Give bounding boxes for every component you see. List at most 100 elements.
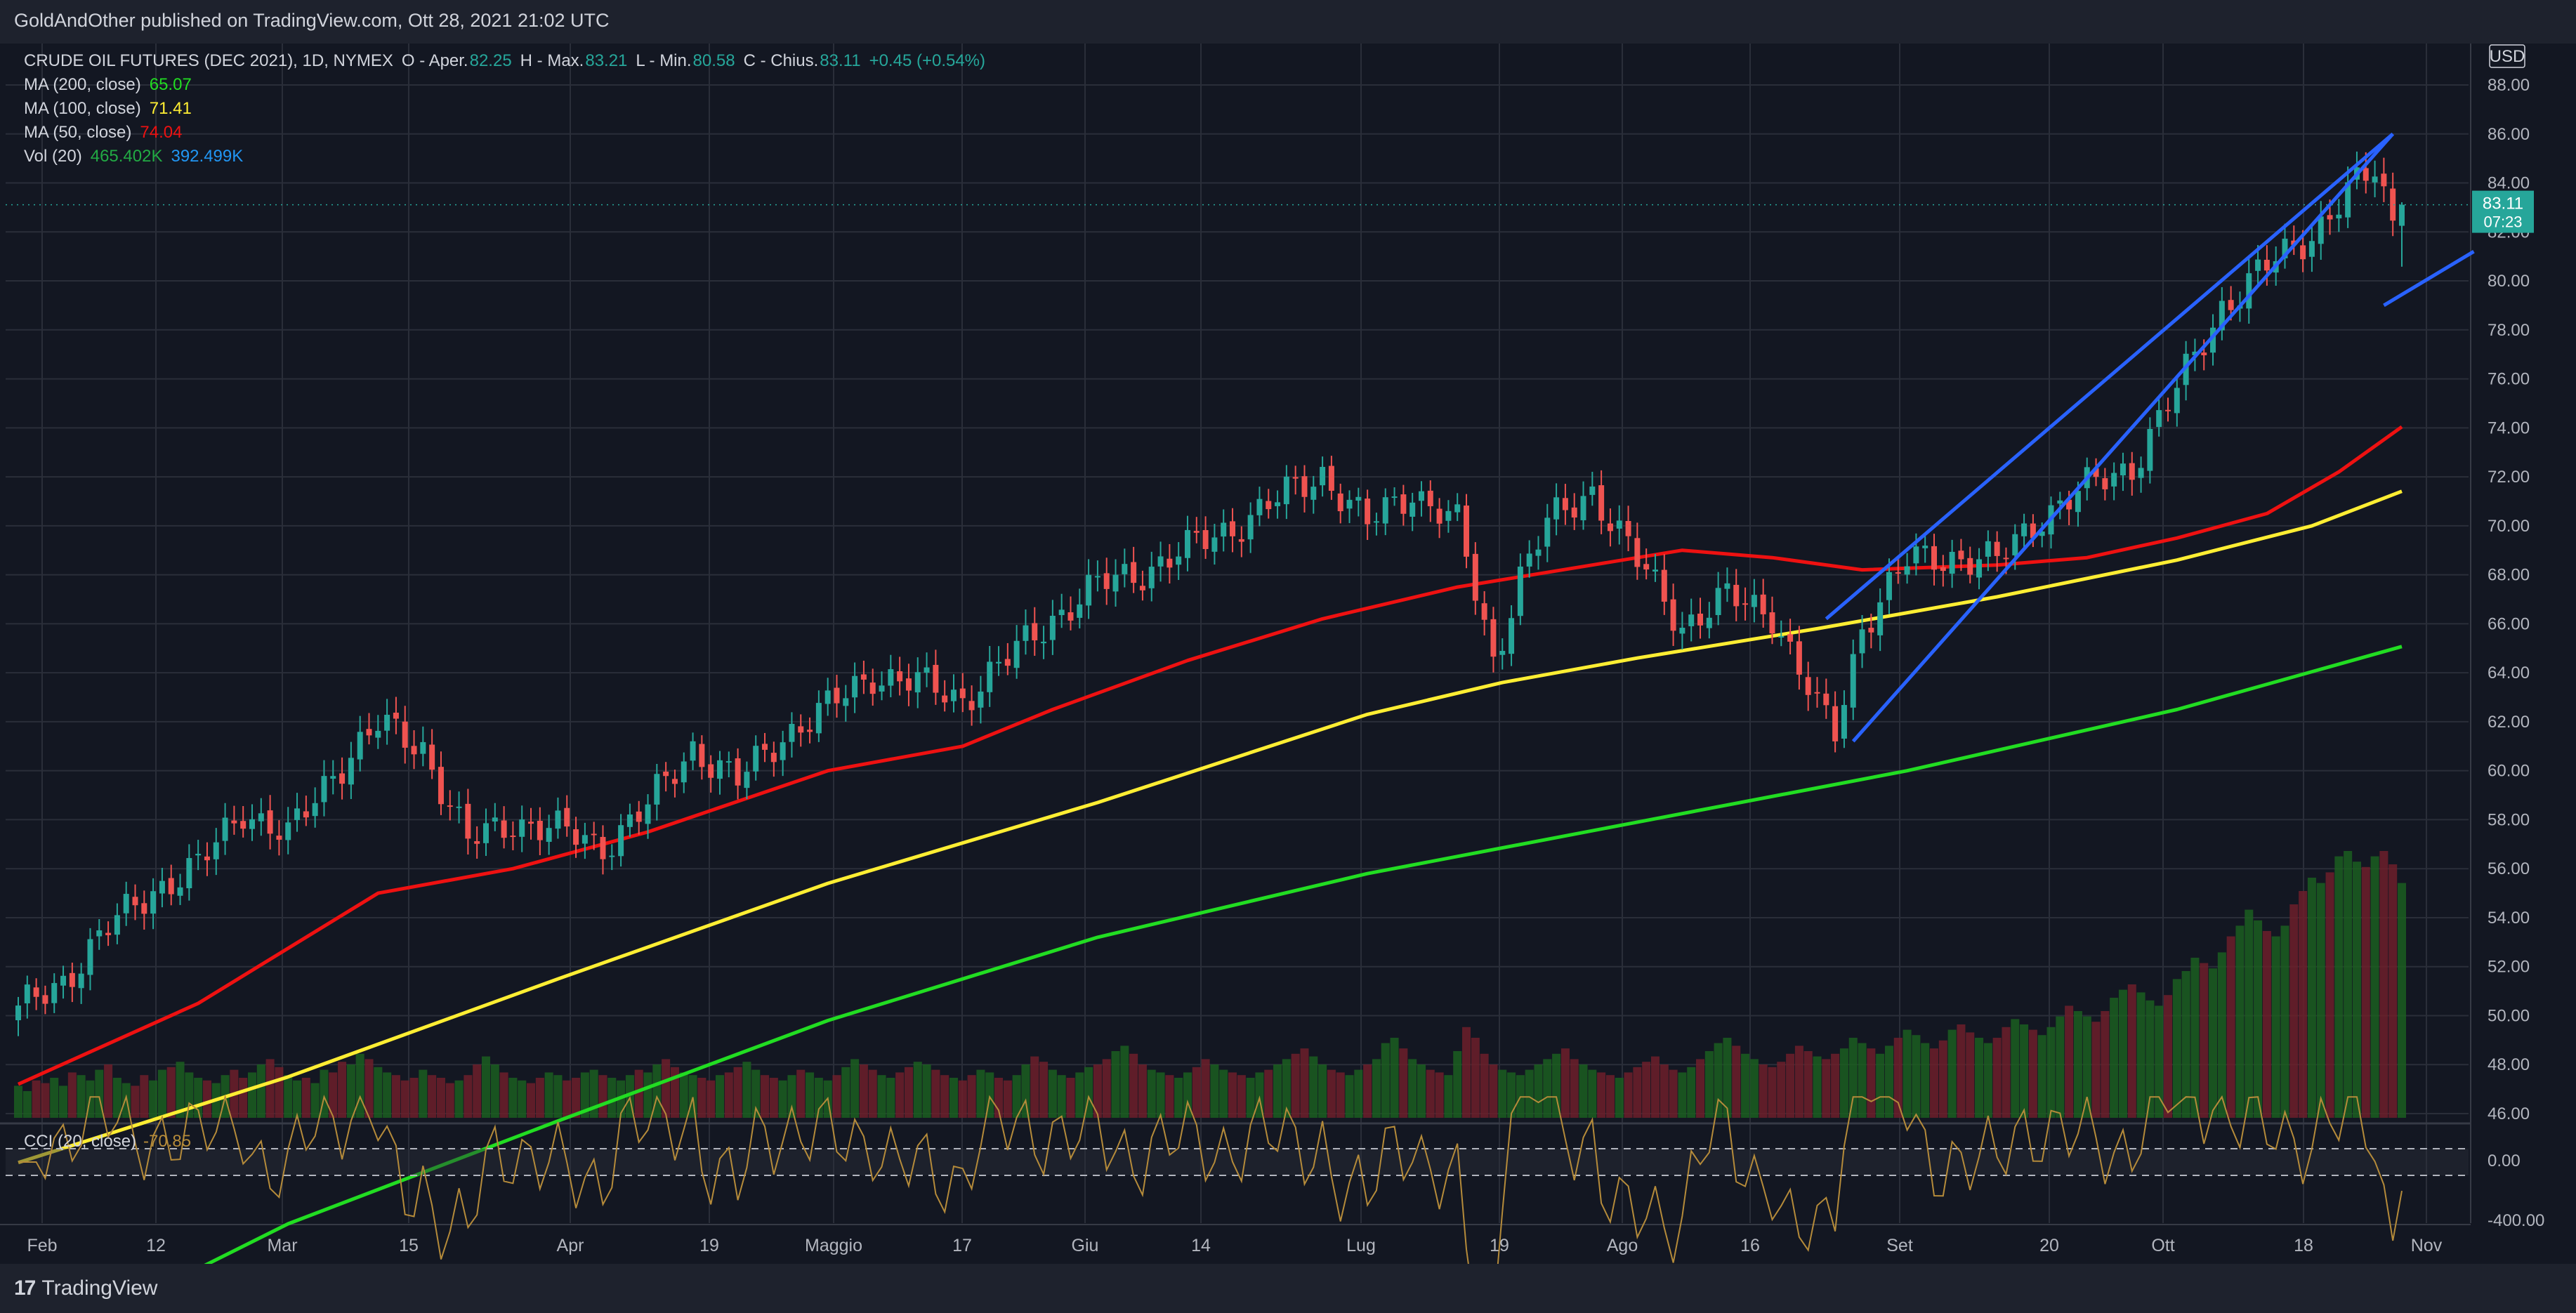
volume-bar [464, 1075, 473, 1118]
candle-body [1832, 706, 1839, 741]
volume-bar [338, 1062, 347, 1118]
vol-value-2: 392.499K [171, 147, 244, 166]
candle-body [375, 730, 381, 738]
x-tick-label: Maggio [805, 1236, 862, 1255]
volume-bar [1219, 1069, 1228, 1118]
y-tick-label: 76.00 [2488, 370, 2530, 389]
candle-body [1859, 629, 1865, 654]
volume-bar [2037, 1035, 2046, 1118]
candle-body [1509, 618, 1515, 654]
volume-bar [247, 1072, 256, 1118]
candle-body [2093, 468, 2099, 477]
volume-bar [1921, 1043, 1930, 1118]
volume-bar [1839, 1048, 1848, 1118]
candle-body [2282, 238, 2288, 258]
tradingview-brand[interactable]: 17 TradingView [14, 1276, 157, 1300]
volume-bar [1579, 1064, 1588, 1118]
volume-bar [563, 1080, 572, 1118]
legend-ma200-row[interactable]: MA (200, close) 65.07 [24, 73, 985, 97]
candle-body [357, 732, 363, 760]
candle-body [2111, 473, 2117, 487]
volume-bar [1966, 1032, 1975, 1118]
cci-value: -70.85 [143, 1132, 192, 1151]
candle-body [384, 714, 390, 731]
candle-body [671, 779, 678, 784]
candle-body [1643, 564, 1650, 570]
candle-body [2363, 168, 2369, 181]
candle-body [1023, 625, 1029, 641]
volume-bar [265, 1059, 275, 1118]
candle-body [753, 746, 759, 772]
volume-bar [41, 1083, 50, 1118]
candle-body [1454, 504, 1461, 513]
cci-tick-label: -400.00 [2488, 1211, 2544, 1230]
candle-body [581, 835, 588, 844]
volume-bar [1372, 1059, 1381, 1118]
volume-bar [1309, 1056, 1318, 1118]
candle-body [1427, 490, 1433, 506]
volume-bar [157, 1069, 166, 1118]
volume-bar [1570, 1059, 1579, 1118]
volume-bar [1300, 1048, 1309, 1118]
candle-body [96, 930, 103, 937]
volume-bar [50, 1078, 59, 1118]
candle-body [1490, 619, 1497, 657]
x-tick-label: 20 [2039, 1236, 2059, 1255]
volume-bar [1471, 1038, 1480, 1118]
volume-bar [2299, 891, 2308, 1118]
candle-body [78, 973, 84, 989]
cci-label: CCI (20, close) [24, 1132, 137, 1151]
close-label: C - Chius. [743, 51, 819, 70]
volume-bar [1633, 1067, 1642, 1118]
volume-bar [832, 1075, 841, 1118]
volume-bar [1723, 1038, 1732, 1118]
candle-body [1292, 477, 1299, 479]
volume-bar [2254, 920, 2263, 1118]
symbol-label[interactable]: CRUDE OIL FUTURES (DEC 2021), 1D, NYMEX [24, 51, 393, 70]
candle-body [1634, 538, 1641, 567]
legend-ma100-row[interactable]: MA (100, close) 71.41 [24, 97, 985, 121]
candle-body [2192, 351, 2198, 355]
candle-body [1301, 476, 1308, 497]
y-tick-label: 70.00 [2488, 517, 2530, 536]
volume-bar [634, 1069, 643, 1118]
volume-bar [913, 1062, 922, 1118]
candle-body [1787, 634, 1794, 642]
price-axis[interactable]: 88.0086.0084.0082.0080.0078.0076.0074.00… [6, 44, 2544, 1230]
volume-bar [2028, 1029, 2037, 1118]
candle-body [1355, 496, 1362, 501]
candle-body [2120, 463, 2126, 476]
candle-body [626, 814, 633, 827]
candle-body [1013, 640, 1020, 668]
volume-bar [868, 1069, 877, 1118]
volume-bar [104, 1064, 113, 1118]
volume-bar [2217, 952, 2226, 1118]
chart-canvas[interactable]: 88.0086.0084.0082.0080.0078.0076.0074.00… [0, 0, 2576, 1264]
open-label: O - Aper. [401, 51, 468, 70]
trend-channel[interactable] [1825, 132, 2475, 743]
candle-body [978, 691, 984, 708]
candle-body [1733, 584, 1740, 607]
cci-legend[interactable]: CCI (20, close) -70.85 [24, 1132, 191, 1152]
moving-average-line [204, 645, 2403, 1264]
volume-bar [374, 1067, 383, 1118]
candle-body [1661, 569, 1667, 602]
candle-body [762, 744, 768, 750]
volume-bar [1704, 1051, 1714, 1118]
candle-body [294, 808, 301, 820]
legend-ma50-row[interactable]: MA (50, close) 74.04 [24, 121, 985, 145]
candle-body [429, 744, 435, 770]
volume-bar [1030, 1056, 1039, 1118]
candle-body [2345, 182, 2351, 218]
volume-bar [1858, 1043, 1867, 1118]
candle-body [411, 746, 417, 755]
volume-bar [2127, 984, 2136, 1118]
candle-body [2129, 463, 2135, 480]
volume-bar [707, 1080, 716, 1118]
time-axis[interactable]: Feb 12 Mar 15 Apr 19 Maggio 17 Giu 14 Lug 19 Ago 16 Se… [27, 1236, 2442, 1255]
candle-body [1337, 493, 1343, 512]
candle-body [1481, 603, 1487, 620]
candle-body [770, 753, 777, 763]
candle-body [420, 741, 426, 754]
legend-vol-row[interactable]: Vol (20) 465.402K 392.499K [24, 145, 985, 169]
